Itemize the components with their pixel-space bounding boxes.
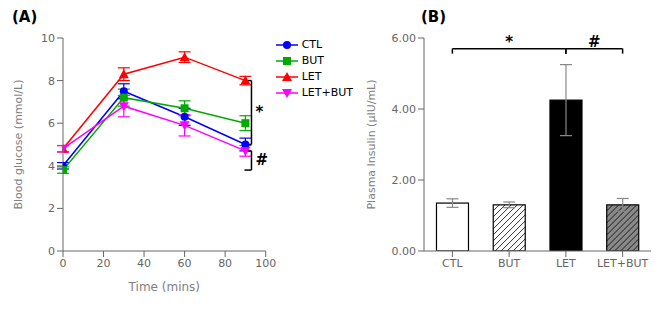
html-text:LET: LET bbox=[301, 70, 322, 83]
svg-text:2.00: 2.00 bbox=[392, 174, 417, 187]
svg-text:60: 60 bbox=[178, 257, 192, 270]
svg-text:100: 100 bbox=[255, 257, 276, 270]
svg-text:4.00: 4.00 bbox=[392, 103, 417, 116]
svg-text:10: 10 bbox=[41, 32, 55, 45]
html-text:(B): (B) bbox=[421, 8, 447, 26]
svg-text:*: * bbox=[505, 33, 513, 51]
svg-text:LET+BUT: LET+BUT bbox=[597, 257, 649, 270]
svg-text:0.00: 0.00 bbox=[392, 245, 417, 258]
svg-text:#: # bbox=[588, 33, 601, 51]
svg-text:80: 80 bbox=[218, 257, 232, 270]
svg-text:20: 20 bbox=[97, 257, 111, 270]
html-text:BUT: BUT bbox=[301, 54, 324, 67]
svg-text:0: 0 bbox=[48, 245, 55, 258]
svg-text:#: # bbox=[255, 151, 268, 169]
svg-text:LET: LET bbox=[556, 257, 576, 270]
svg-text:Blood glucose (mmol/L): Blood glucose (mmol/L) bbox=[12, 80, 25, 210]
svg-text:8: 8 bbox=[48, 75, 55, 88]
html-text:CTL: CTL bbox=[301, 38, 323, 51]
svg-text:Plasma Insulin (μIU/mL): Plasma Insulin (μIU/mL) bbox=[365, 79, 378, 209]
svg-text:0: 0 bbox=[60, 257, 67, 270]
svg-text:4: 4 bbox=[48, 160, 55, 173]
svg-text:6.00: 6.00 bbox=[392, 32, 417, 45]
svg-text:*: * bbox=[255, 103, 263, 121]
html-text:LET+BUT: LET+BUT bbox=[301, 86, 353, 99]
svg-text:40: 40 bbox=[137, 257, 151, 270]
svg-text:BUT: BUT bbox=[498, 257, 521, 270]
html-text:(A): (A) bbox=[12, 8, 38, 26]
svg-text:2: 2 bbox=[48, 202, 55, 215]
svg-text:6: 6 bbox=[48, 117, 55, 130]
svg-text:CTL: CTL bbox=[442, 257, 463, 270]
svg-text:Time (mins): Time (mins) bbox=[128, 280, 200, 294]
